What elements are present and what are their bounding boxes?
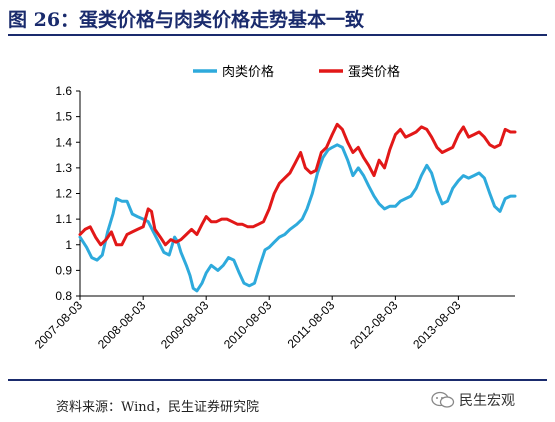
wechat-icon: [431, 391, 455, 408]
y-tick-label: 1.2: [55, 187, 72, 201]
y-tick-label: 1.3: [55, 161, 72, 175]
watermark: 民生宏观: [431, 390, 515, 410]
x-tick-label: 2008-08-03: [95, 298, 149, 352]
x-tick-label: 2012-08-03: [347, 298, 401, 352]
footer-rule: [8, 379, 547, 381]
legend-label-2: 蛋类价格: [348, 64, 400, 80]
series-line-1: [78, 143, 517, 293]
figure-title: 图 26：蛋类价格与肉类价格走势基本一致: [8, 9, 365, 31]
x-tick-label: 2010-08-03: [221, 298, 275, 352]
watermark-text: 民生宏观: [459, 393, 515, 409]
source-note: 资料来源：Wind，民生证券研究院: [56, 400, 259, 415]
x-tick-label: 2007-08-03: [32, 298, 86, 352]
y-tick-label: 0.8: [55, 289, 72, 303]
series-line-2: [78, 122, 517, 247]
x-tick-label: 2009-08-03: [158, 298, 212, 352]
y-tick-label: 1.5: [55, 110, 72, 124]
y-tick-label: 1.4: [55, 135, 72, 149]
title-rule: [8, 34, 547, 36]
y-tick-label: 1.6: [55, 84, 72, 98]
x-tick-label: 2013-08-03: [410, 298, 464, 352]
y-tick-label: 1.1: [55, 212, 72, 226]
x-tick-label: 2011-08-03: [285, 298, 338, 351]
y-tick-label: 0.9: [55, 263, 72, 277]
y-tick-label: 1: [65, 238, 72, 252]
legend-label-1: 肉类价格: [222, 64, 274, 80]
